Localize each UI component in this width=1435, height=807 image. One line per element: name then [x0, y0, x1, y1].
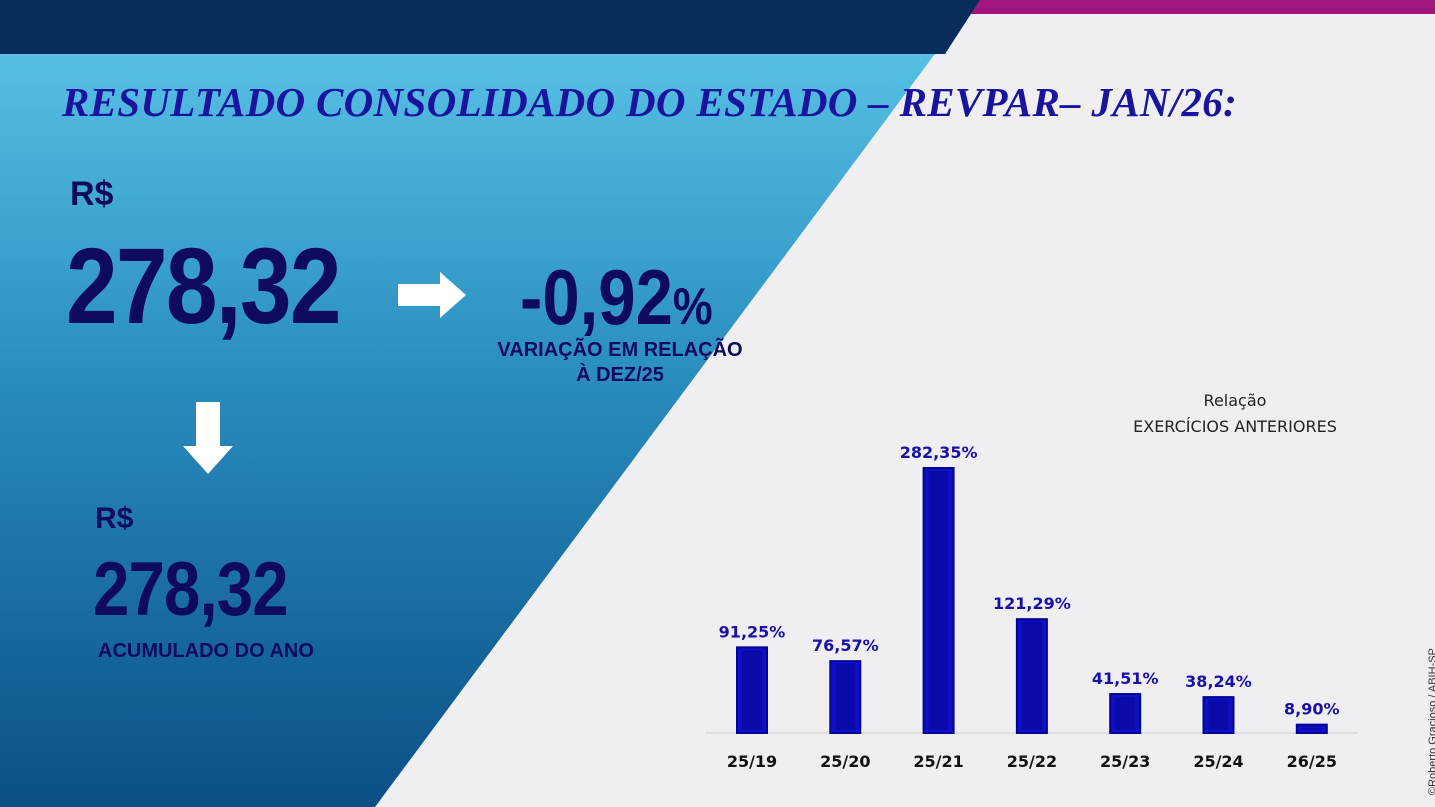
variation-label-line1: VARIAÇÃO EM RELAÇÃO: [497, 339, 743, 361]
x-tick-label: 25/20: [820, 752, 870, 771]
data-label: 41,51%: [1092, 669, 1159, 688]
bar-25/19: [736, 646, 768, 734]
data-label: 38,24%: [1185, 672, 1252, 691]
monthly-currency: R$: [70, 175, 114, 213]
x-tick-label: 25/23: [1100, 752, 1150, 771]
data-label: 121,29%: [993, 594, 1071, 613]
x-tick-label: 25/19: [727, 752, 777, 771]
data-label: 282,35%: [900, 443, 978, 462]
bar-inner-shade: [1208, 700, 1229, 730]
year-currency: R$: [95, 502, 134, 535]
bar-inner-shade: [835, 664, 856, 730]
data-label: 8,90%: [1284, 700, 1340, 719]
variation-label-line2: À DEZ/25: [576, 364, 664, 386]
year-revpar-value: 278,32: [93, 547, 289, 632]
bar-inner-shade: [1115, 697, 1136, 730]
bar-inner-shade: [928, 471, 949, 730]
variation-number: -0,92: [520, 253, 673, 341]
data-label: 76,57%: [812, 636, 879, 655]
bar-25/20: [829, 660, 862, 734]
bar-25/24: [1202, 696, 1235, 735]
bar-inner-shade: [1021, 622, 1042, 730]
arrow-down-icon: [183, 402, 233, 474]
bar-inner-shade: [742, 650, 762, 730]
x-tick-label: 26/25: [1287, 752, 1337, 771]
data-label: 91,25%: [719, 622, 786, 641]
variation-label: VARIAÇÃO EM RELAÇÃO À DEZ/25: [480, 338, 760, 388]
chart-title-line1: Relação: [1203, 391, 1267, 410]
slide-title: RESULTADO CONSOLIDADO DO ESTADO – REVPAR…: [62, 79, 1238, 125]
bar-26/25: [1295, 723, 1328, 734]
arrow-right-icon: [398, 272, 466, 318]
chart-title-line2: EXERCÍCIOS ANTERIORES: [1133, 417, 1337, 436]
bar-25/21: [922, 467, 955, 734]
bar-chart: 91,25% 25/19 76,57% 25/20 282,35% 25/21 121,29…: [705, 443, 1358, 771]
x-tick-label: 25/21: [913, 752, 963, 771]
credit-text: ©Roberto Gracioso / ABIH-SP: [1427, 648, 1435, 795]
bar-25/22: [1015, 618, 1048, 735]
variation-unit: %: [672, 278, 713, 336]
chart-title: Relação EXERCÍCIOS ANTERIORES: [1100, 388, 1370, 440]
bar-inner-shade: [1301, 727, 1322, 730]
x-tick-label: 25/22: [1007, 752, 1057, 771]
year-label: ACUMULADO DO ANO: [98, 640, 314, 662]
monthly-revpar-value: 278,32: [66, 225, 341, 346]
bar-25/23: [1109, 693, 1142, 734]
x-tick-label: 25/24: [1193, 752, 1243, 771]
variation-value: -0,92%: [520, 258, 713, 336]
